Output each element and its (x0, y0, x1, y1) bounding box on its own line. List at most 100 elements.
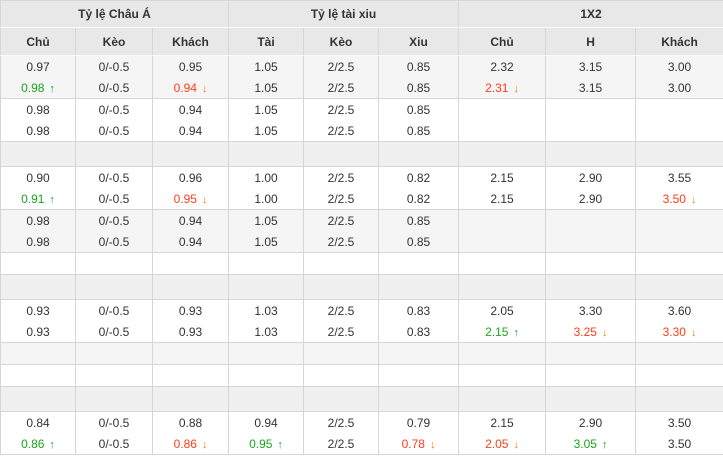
odds-value: 0.98 (26, 213, 50, 228)
odds-value: 1.00 (254, 191, 278, 206)
odds-value: 3.00 (667, 59, 692, 74)
odds-value: 2.15 (490, 191, 514, 206)
arrow-down-icon: ↓ (201, 82, 208, 95)
odds-cell: 3.15 (545, 77, 637, 99)
odds-cell: 0/-0.5 (75, 433, 153, 455)
odds-cell (0, 141, 76, 167)
odds-cell: 2.15 ↑ (458, 321, 547, 343)
odds-value: 0.97 (26, 59, 50, 74)
odds-value: 3.50 (667, 415, 692, 430)
odds-value: 3.15 (578, 80, 603, 95)
odds-cell (75, 364, 153, 387)
odds-value: 0/-0.5 (98, 436, 130, 451)
odds-value: 0/-0.5 (98, 324, 130, 339)
odds-cell: 2.31 ↓ (458, 77, 547, 99)
odds-cell (0, 274, 76, 300)
odds-cell (75, 141, 153, 167)
odds-value: 0.88 (178, 415, 203, 430)
table-row: 0.97 0/-0.5 0.95 1.05 2/2.5 0.85 2.32 3.15 3.00 (0, 55, 723, 77)
odds-cell (545, 386, 637, 412)
column-header: Kèo (303, 27, 379, 56)
odds-value: 0.90 (26, 170, 50, 185)
odds-value: 0.93 (26, 324, 50, 339)
odds-cell: 2.05 (458, 299, 547, 321)
odds-cell (0, 342, 76, 365)
odds-cell: 3.25 ↓ (545, 321, 637, 343)
odds-value: 0.94 (178, 123, 203, 138)
column-header-row: Chủ Kèo Khách Tài Kèo Xiu Chủ H Khách (0, 27, 723, 56)
odds-cell: 1.00 (228, 188, 304, 210)
odds-cell (635, 231, 723, 253)
odds-cell: 1.05 (228, 77, 304, 99)
odds-cell (458, 252, 547, 275)
arrow-up-icon: ↑ (277, 438, 283, 451)
odds-cell (378, 252, 460, 275)
separator-row (0, 274, 723, 300)
odds-cell (635, 209, 723, 231)
odds-cell: 0/-0.5 (75, 166, 153, 188)
odds-value: 2/2.5 (327, 303, 355, 318)
separator-row (0, 141, 723, 167)
odds-cell: 1.03 (228, 321, 304, 343)
odds-cell: 2/2.5 (303, 98, 379, 120)
odds-value: 0.82 (406, 191, 431, 206)
odds-cell: 3.30 (545, 299, 637, 321)
odds-cell: 0.85 (378, 55, 460, 77)
table-row (0, 252, 723, 275)
odds-cell: 3.05 ↑ (545, 433, 637, 455)
odds-value: 0/-0.5 (98, 415, 130, 430)
odds-value: 3.55 (667, 170, 692, 185)
odds-value: 0.94 (178, 102, 203, 117)
odds-value: 2.31 (485, 80, 509, 95)
odds-cell (635, 386, 723, 412)
odds-cell (152, 342, 229, 365)
odds-cell (303, 386, 379, 412)
odds-cell: 0.78 ↓ (378, 433, 460, 455)
odds-value: 2/2.5 (327, 213, 355, 228)
odds-value: 0.93 (178, 303, 203, 318)
odds-cell: 3.50 ↓ (635, 188, 723, 210)
odds-cell (0, 252, 76, 275)
odds-value: 0/-0.5 (98, 234, 130, 249)
odds-cell (378, 342, 460, 365)
odds-cell: 1.03 (228, 299, 304, 321)
odds-cell (545, 98, 637, 120)
odds-value: 2.15 (490, 415, 514, 430)
odds-cell: 0.98 ↑ (0, 77, 76, 99)
odds-cell (303, 364, 379, 387)
table-row: 0.93 0/-0.5 0.93 1.03 2/2.5 0.83 2.15 ↑ 3.25 ↓ 3.3… (0, 321, 723, 343)
odds-cell (635, 98, 723, 120)
odds-cell (458, 274, 547, 300)
odds-cell: 3.15 (545, 55, 637, 77)
odds-cell: 0.85 (378, 120, 460, 142)
odds-cell (545, 252, 637, 275)
odds-value: 0.85 (406, 80, 431, 95)
odds-value: 0.94 (254, 415, 278, 430)
odds-value: 3.05 (573, 436, 597, 451)
odds-value: 2.32 (490, 59, 514, 74)
table-row: 0.98 0/-0.5 0.94 1.05 2/2.5 0.85 (0, 231, 723, 253)
odds-cell: 2/2.5 (303, 411, 379, 433)
odds-cell: 0.95 ↓ (152, 188, 229, 210)
odds-cell: 0.98 (0, 120, 76, 142)
odds-cell: 0.86 ↑ (0, 433, 76, 455)
odds-cell (303, 252, 379, 275)
odds-cell: 1.05 (228, 120, 304, 142)
odds-cell (152, 141, 229, 167)
arrow-down-icon: ↓ (690, 326, 697, 339)
arrow-down-icon: ↓ (601, 326, 608, 339)
odds-cell: 0.93 (152, 299, 229, 321)
odds-value: 0/-0.5 (98, 80, 130, 95)
odds-cell: 0.94 (228, 411, 304, 433)
odds-cell (228, 141, 304, 167)
odds-cell: 3.55 (635, 166, 723, 188)
table-row: 0.91 ↑ 0/-0.5 0.95 ↓ 1.00 2/2.5 0.82 2.15 2.90 3.5… (0, 188, 723, 210)
odds-cell: 0.93 (0, 299, 76, 321)
odds-cell: 2.90 (545, 166, 637, 188)
odds-cell: 0.94 (152, 98, 229, 120)
column-header: Xiu (378, 27, 460, 56)
odds-cell: 1.05 (228, 209, 304, 231)
odds-cell (458, 141, 547, 167)
odds-cell (458, 231, 547, 253)
